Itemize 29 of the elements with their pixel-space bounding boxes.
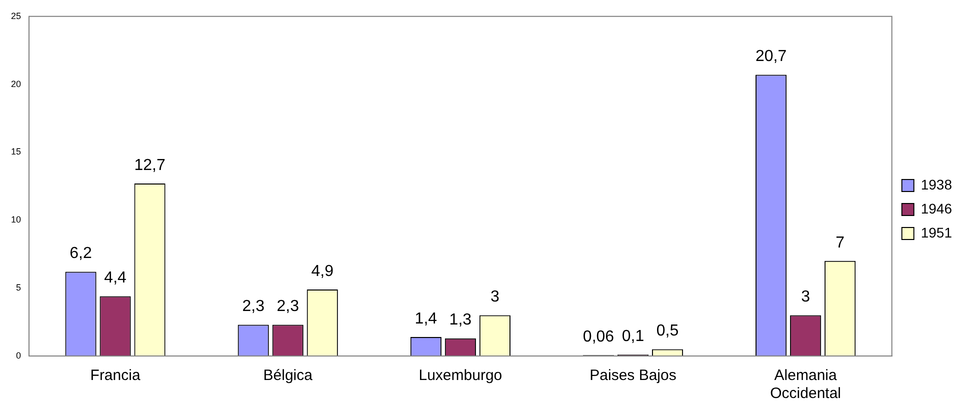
data-label: 3 bbox=[490, 288, 500, 306]
data-label: 3 bbox=[801, 288, 810, 306]
y-tick-label: 25 bbox=[10, 10, 22, 21]
legend-label: 1938 bbox=[920, 176, 952, 192]
y-tick-label: 15 bbox=[10, 146, 22, 157]
data-label: 0,1 bbox=[622, 328, 644, 346]
y-tick-label: 5 bbox=[16, 282, 22, 293]
legend-label: 1946 bbox=[920, 200, 952, 216]
data-label: 6,2 bbox=[70, 245, 92, 262]
data-label: 1,3 bbox=[449, 312, 472, 329]
x-tick-label: Francia bbox=[90, 367, 141, 384]
y-tick-label: 0 bbox=[16, 350, 22, 360]
y-tick-label: 10 bbox=[10, 214, 22, 225]
data-label: 4,4 bbox=[104, 270, 127, 287]
x-tick-label: Alemania Occidental bbox=[770, 367, 842, 402]
data-label: 4,9 bbox=[311, 262, 334, 280]
data-label: 0,5 bbox=[656, 322, 679, 340]
legend-label: 1951 bbox=[920, 224, 952, 240]
data-label: 2,3 bbox=[242, 298, 265, 316]
x-tick-label: Luxemburgo bbox=[418, 367, 502, 384]
data-label: 1,4 bbox=[414, 310, 438, 328]
x-tick-label: Paises Bajos bbox=[590, 367, 676, 384]
data-label: 0,06 bbox=[582, 328, 614, 346]
y-tick-label: 20 bbox=[10, 78, 22, 89]
data-label: 2,3 bbox=[276, 298, 300, 316]
data-label: 20,7 bbox=[755, 48, 787, 66]
data-label: 7 bbox=[836, 234, 845, 252]
data-label: 12,7 bbox=[134, 156, 166, 174]
x-tick-label: Bélgica bbox=[263, 367, 314, 384]
